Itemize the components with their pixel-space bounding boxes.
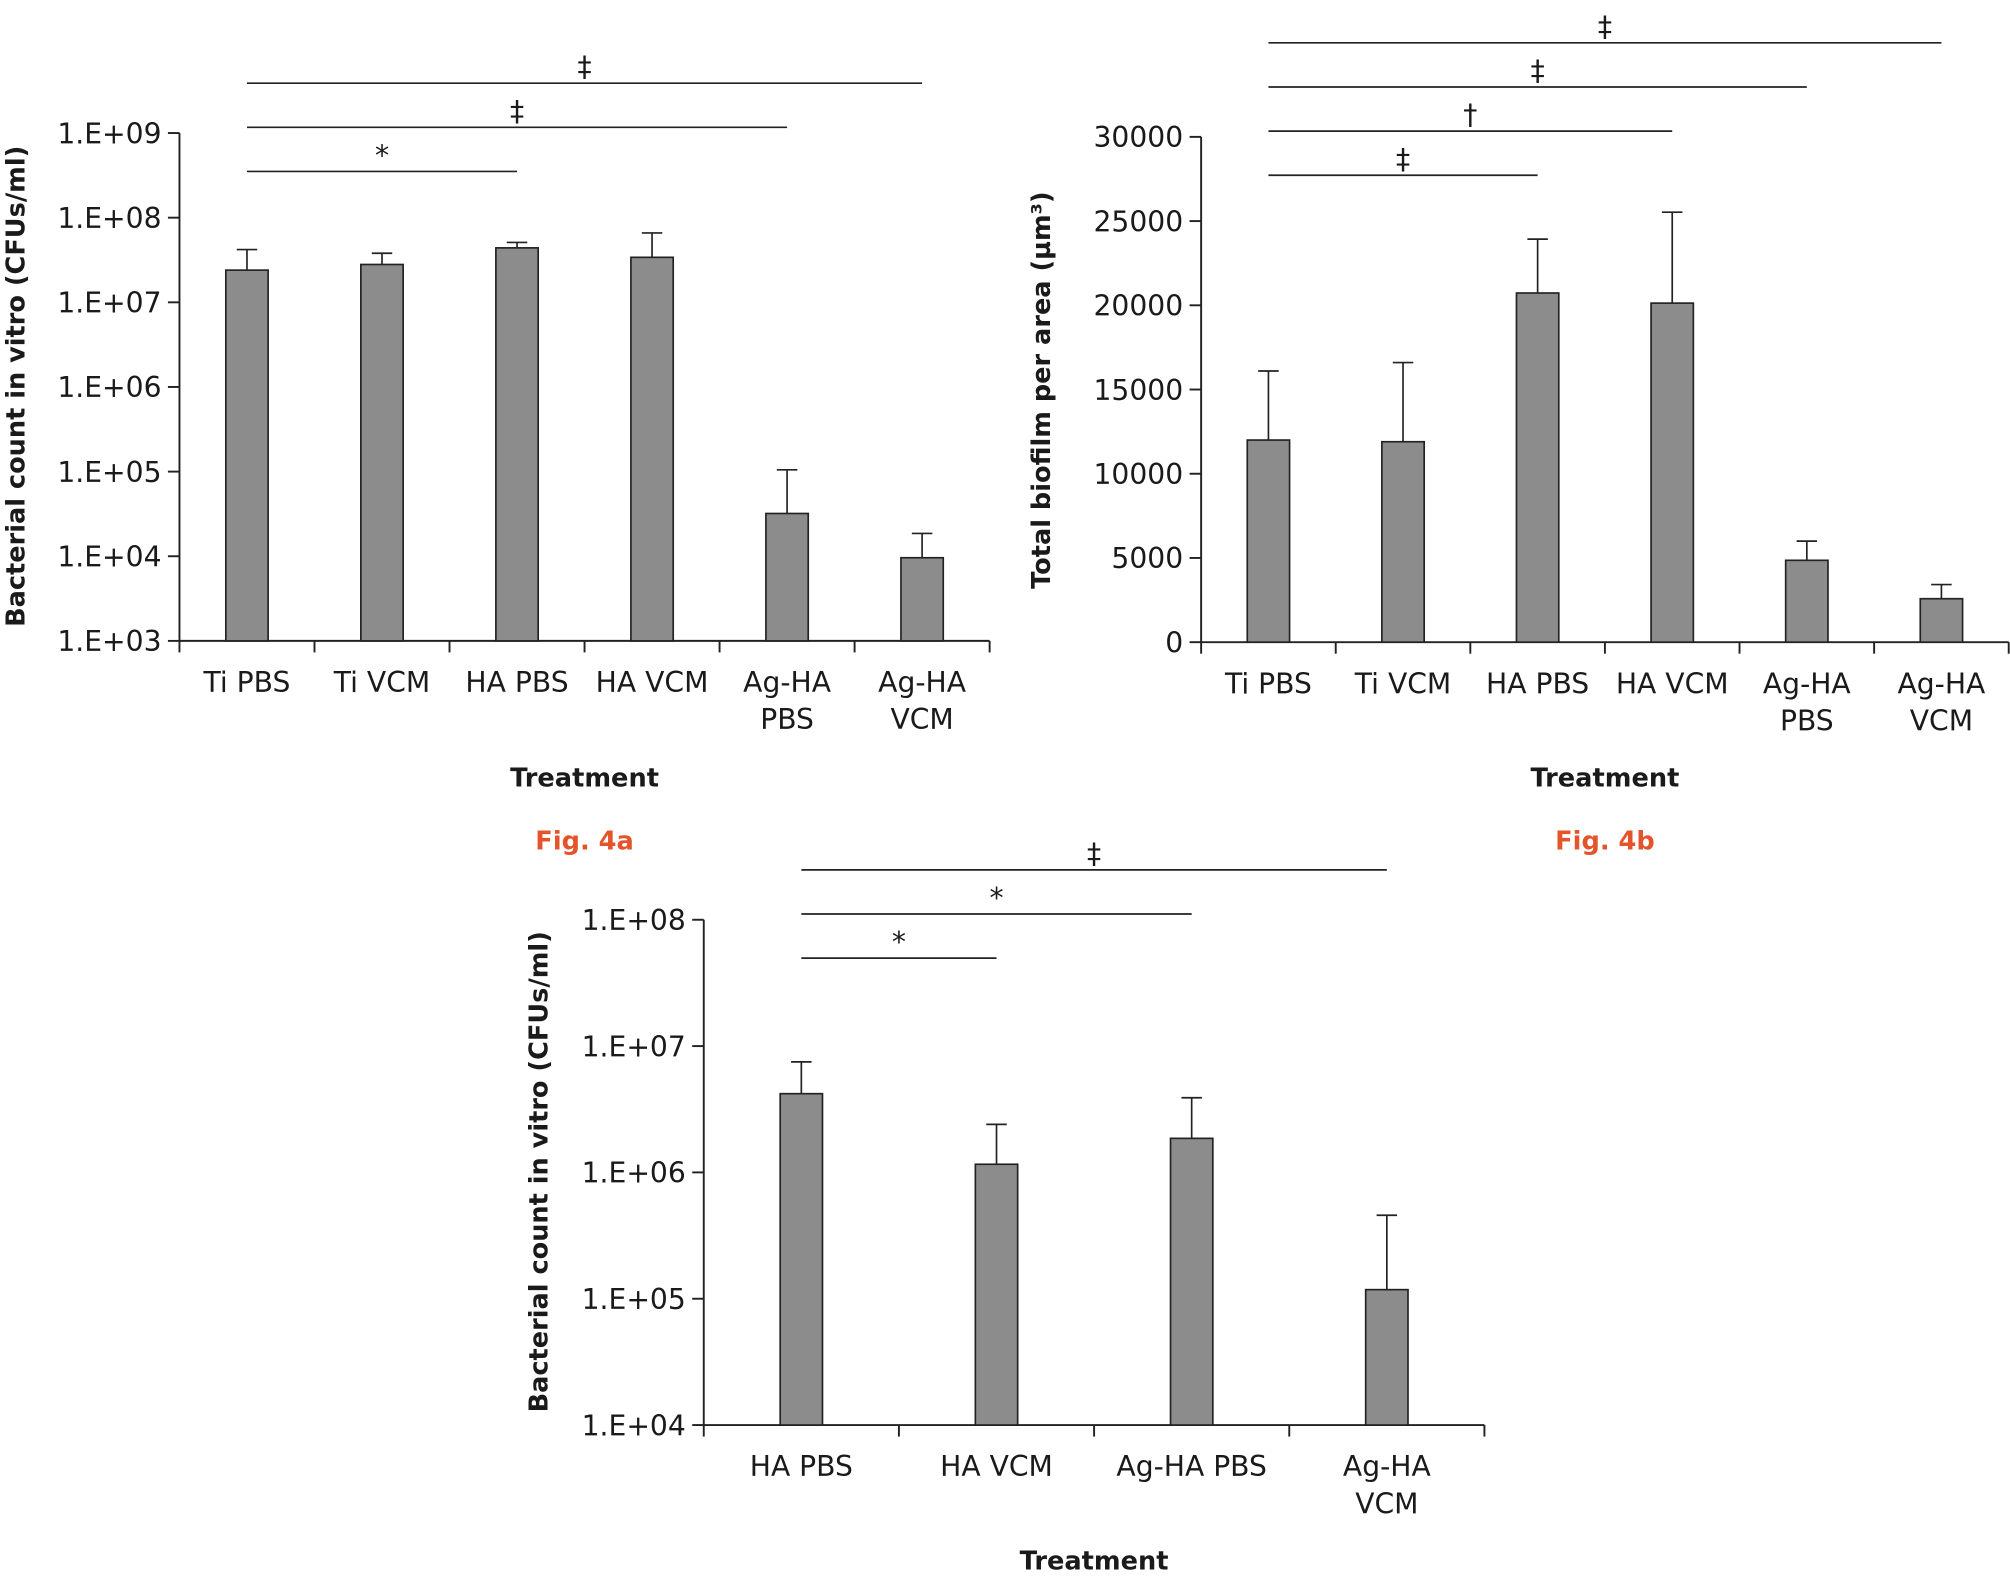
- y-tick-label: 1.E+05: [582, 1283, 686, 1316]
- y-tick-label: 25000: [1094, 205, 1184, 238]
- bar: [765, 512, 810, 642]
- x-tick-label: HA PBS: [465, 666, 568, 699]
- x-tick-label: HA PBS: [1486, 667, 1589, 700]
- y-tick-label: 1.E+06: [582, 1157, 686, 1190]
- y-tick-label: 1.E+08: [582, 904, 686, 937]
- bar: [1169, 1137, 1214, 1426]
- x-tick-label: Ag-HA PBS: [1763, 667, 1852, 737]
- x-tick-label: Ag-HA VCM: [1343, 1450, 1432, 1520]
- x-tick-label: Ag-HA PBS: [1116, 1450, 1267, 1483]
- significance-label: ‡: [1531, 55, 1545, 88]
- x-tick-label: Ag-HA VCM: [878, 666, 967, 736]
- significance-label: ‡: [1087, 838, 1101, 871]
- y-tick-label: 20000: [1094, 290, 1184, 323]
- significance-label: †: [1463, 99, 1477, 132]
- significance-label: ‡: [1598, 10, 1612, 43]
- bar: [900, 556, 945, 642]
- y-tick-label: 10000: [1094, 458, 1184, 491]
- bar: [1784, 559, 1829, 644]
- y-axis-title: Bacterial count in vitro (CFUs/ml): [524, 931, 554, 1412]
- bar: [630, 256, 675, 642]
- bar: [1515, 292, 1560, 644]
- significance-label: *: [892, 926, 906, 959]
- x-tick-label: Ag-HA PBS: [743, 666, 832, 736]
- y-tick-label: 1.E+06: [57, 371, 161, 404]
- y-tick-label: 1.E+07: [57, 287, 161, 320]
- y-tick-label: 0: [1165, 626, 1183, 659]
- bar: [1919, 597, 1964, 644]
- y-tick-label: 1.E+08: [57, 202, 161, 235]
- bar: [224, 269, 269, 642]
- y-tick-label: 1.E+04: [57, 541, 161, 574]
- x-tick-label: Ti VCM: [333, 666, 430, 699]
- x-tick-label: Ti PBS: [1224, 667, 1312, 700]
- figure-caption: Fig. 4b: [1555, 826, 1655, 856]
- x-tick-label: Ti PBS: [203, 666, 291, 699]
- y-tick-label: 30000: [1094, 121, 1184, 154]
- x-tick-label: Ti VCM: [1354, 667, 1451, 700]
- bar: [495, 247, 540, 642]
- y-tick-label: 1.E+05: [57, 456, 161, 489]
- x-tick-label: Ag-HA VCM: [1898, 667, 1987, 737]
- bar: [779, 1092, 824, 1426]
- bar: [1381, 440, 1426, 644]
- x-axis-title: Treatment: [1020, 1547, 1169, 1576]
- bar: [1364, 1288, 1409, 1426]
- y-tick-label: 1.E+04: [582, 1409, 686, 1442]
- figure-caption: Fig. 4a: [535, 826, 633, 856]
- significance-label: *: [375, 139, 389, 172]
- y-tick-label: 1.E+03: [57, 625, 161, 658]
- significance-label: ‡: [1396, 143, 1410, 176]
- y-axis-title: Total biofilm per area (µm³): [1027, 191, 1057, 588]
- significance-label: *: [989, 882, 1003, 915]
- y-axis-title: Bacterial count in vitro (CFUs/ml): [1, 146, 31, 627]
- x-tick-label: HA VCM: [940, 1450, 1053, 1483]
- bar: [974, 1163, 1019, 1426]
- x-axis-title: Treatment: [1530, 764, 1679, 794]
- bar: [1246, 439, 1291, 644]
- bar: [1650, 302, 1695, 644]
- x-tick-label: HA VCM: [596, 666, 709, 699]
- bar: [360, 263, 404, 642]
- y-tick-label: 5000: [1111, 542, 1183, 575]
- x-tick-label: HA PBS: [750, 1450, 853, 1483]
- significance-label: ‡: [577, 51, 591, 84]
- x-axis-title: Treatment: [510, 764, 659, 794]
- y-tick-label: 15000: [1094, 374, 1184, 407]
- significance-label: ‡: [510, 95, 524, 128]
- y-tick-label: 1.E+07: [582, 1030, 686, 1063]
- x-tick-label: HA VCM: [1616, 667, 1729, 700]
- y-tick-label: 1.E+09: [57, 117, 161, 150]
